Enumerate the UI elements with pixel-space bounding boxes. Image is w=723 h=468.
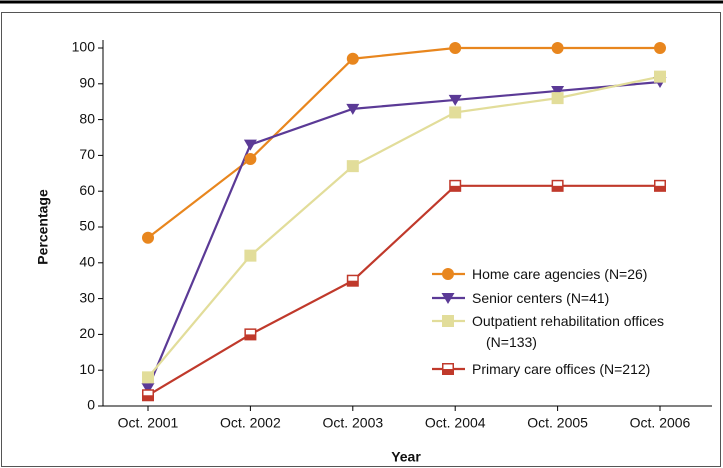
- marker: [449, 106, 462, 119]
- marker: [142, 231, 154, 244]
- y-tick-label: 10: [79, 361, 95, 377]
- legend-marker: [442, 315, 454, 327]
- legend-label: Senior centers (N=41): [472, 289, 610, 306]
- marker: [449, 42, 462, 54]
- marker-fill: [142, 395, 154, 401]
- y-tick-label: 50: [79, 218, 95, 234]
- x-tick-label: Oct. 2004: [425, 415, 486, 431]
- legend-marker: [442, 268, 454, 280]
- y-tick-label: 20: [79, 325, 95, 341]
- series-line: [147, 184, 660, 397]
- marker: [142, 371, 154, 384]
- legend-label: Outpatient rehabilitation offices (N=133…: [472, 312, 664, 350]
- y-tick-label: 60: [79, 182, 95, 198]
- marker: [551, 85, 565, 97]
- marker: [141, 383, 155, 395]
- x-tick-label: Oct. 2002: [220, 415, 281, 431]
- marker: [244, 152, 257, 165]
- series-line: [147, 46, 660, 239]
- x-tick-label: Oct. 2005: [527, 415, 588, 431]
- y-tick-label: 90: [79, 75, 95, 91]
- y-tick-label: 70: [79, 146, 95, 162]
- y-tick-label: 80: [79, 110, 95, 126]
- series-line: [146, 80, 661, 389]
- x-axis-label: Year: [391, 449, 421, 465]
- marker: [551, 92, 564, 105]
- marker-fill: [245, 334, 256, 340]
- marker-fill: [552, 185, 563, 192]
- marker: [654, 42, 666, 54]
- legend-label: Primary care offices (N=212): [472, 360, 651, 377]
- frame: [1, 12, 721, 467]
- legend-label: Home care agencies (N=26): [472, 265, 648, 282]
- y-tick-label: 0: [87, 397, 95, 413]
- y-axis-label: Percentage: [35, 189, 51, 265]
- marker: [346, 103, 360, 115]
- x-tick-label: Oct. 2003: [322, 415, 383, 431]
- marker: [346, 160, 359, 173]
- legend-marker-fill: [442, 369, 454, 375]
- y-tick-label: 100: [72, 39, 96, 55]
- legend-marker: [441, 293, 455, 304]
- marker: [448, 94, 462, 106]
- marker-fill: [654, 185, 666, 192]
- series-line: [147, 75, 661, 379]
- x-tick-label: Oct. 2001: [118, 415, 179, 431]
- y-tick-label: 30: [79, 289, 95, 305]
- marker: [243, 139, 257, 151]
- y-tick-label: 40: [79, 254, 95, 270]
- marker: [654, 70, 666, 83]
- x-tick-label: Oct. 2006: [630, 415, 691, 431]
- marker: [244, 249, 257, 262]
- marker: [551, 42, 564, 54]
- marker: [346, 52, 359, 65]
- marker-fill: [347, 280, 359, 286]
- marker-fill: [449, 185, 461, 192]
